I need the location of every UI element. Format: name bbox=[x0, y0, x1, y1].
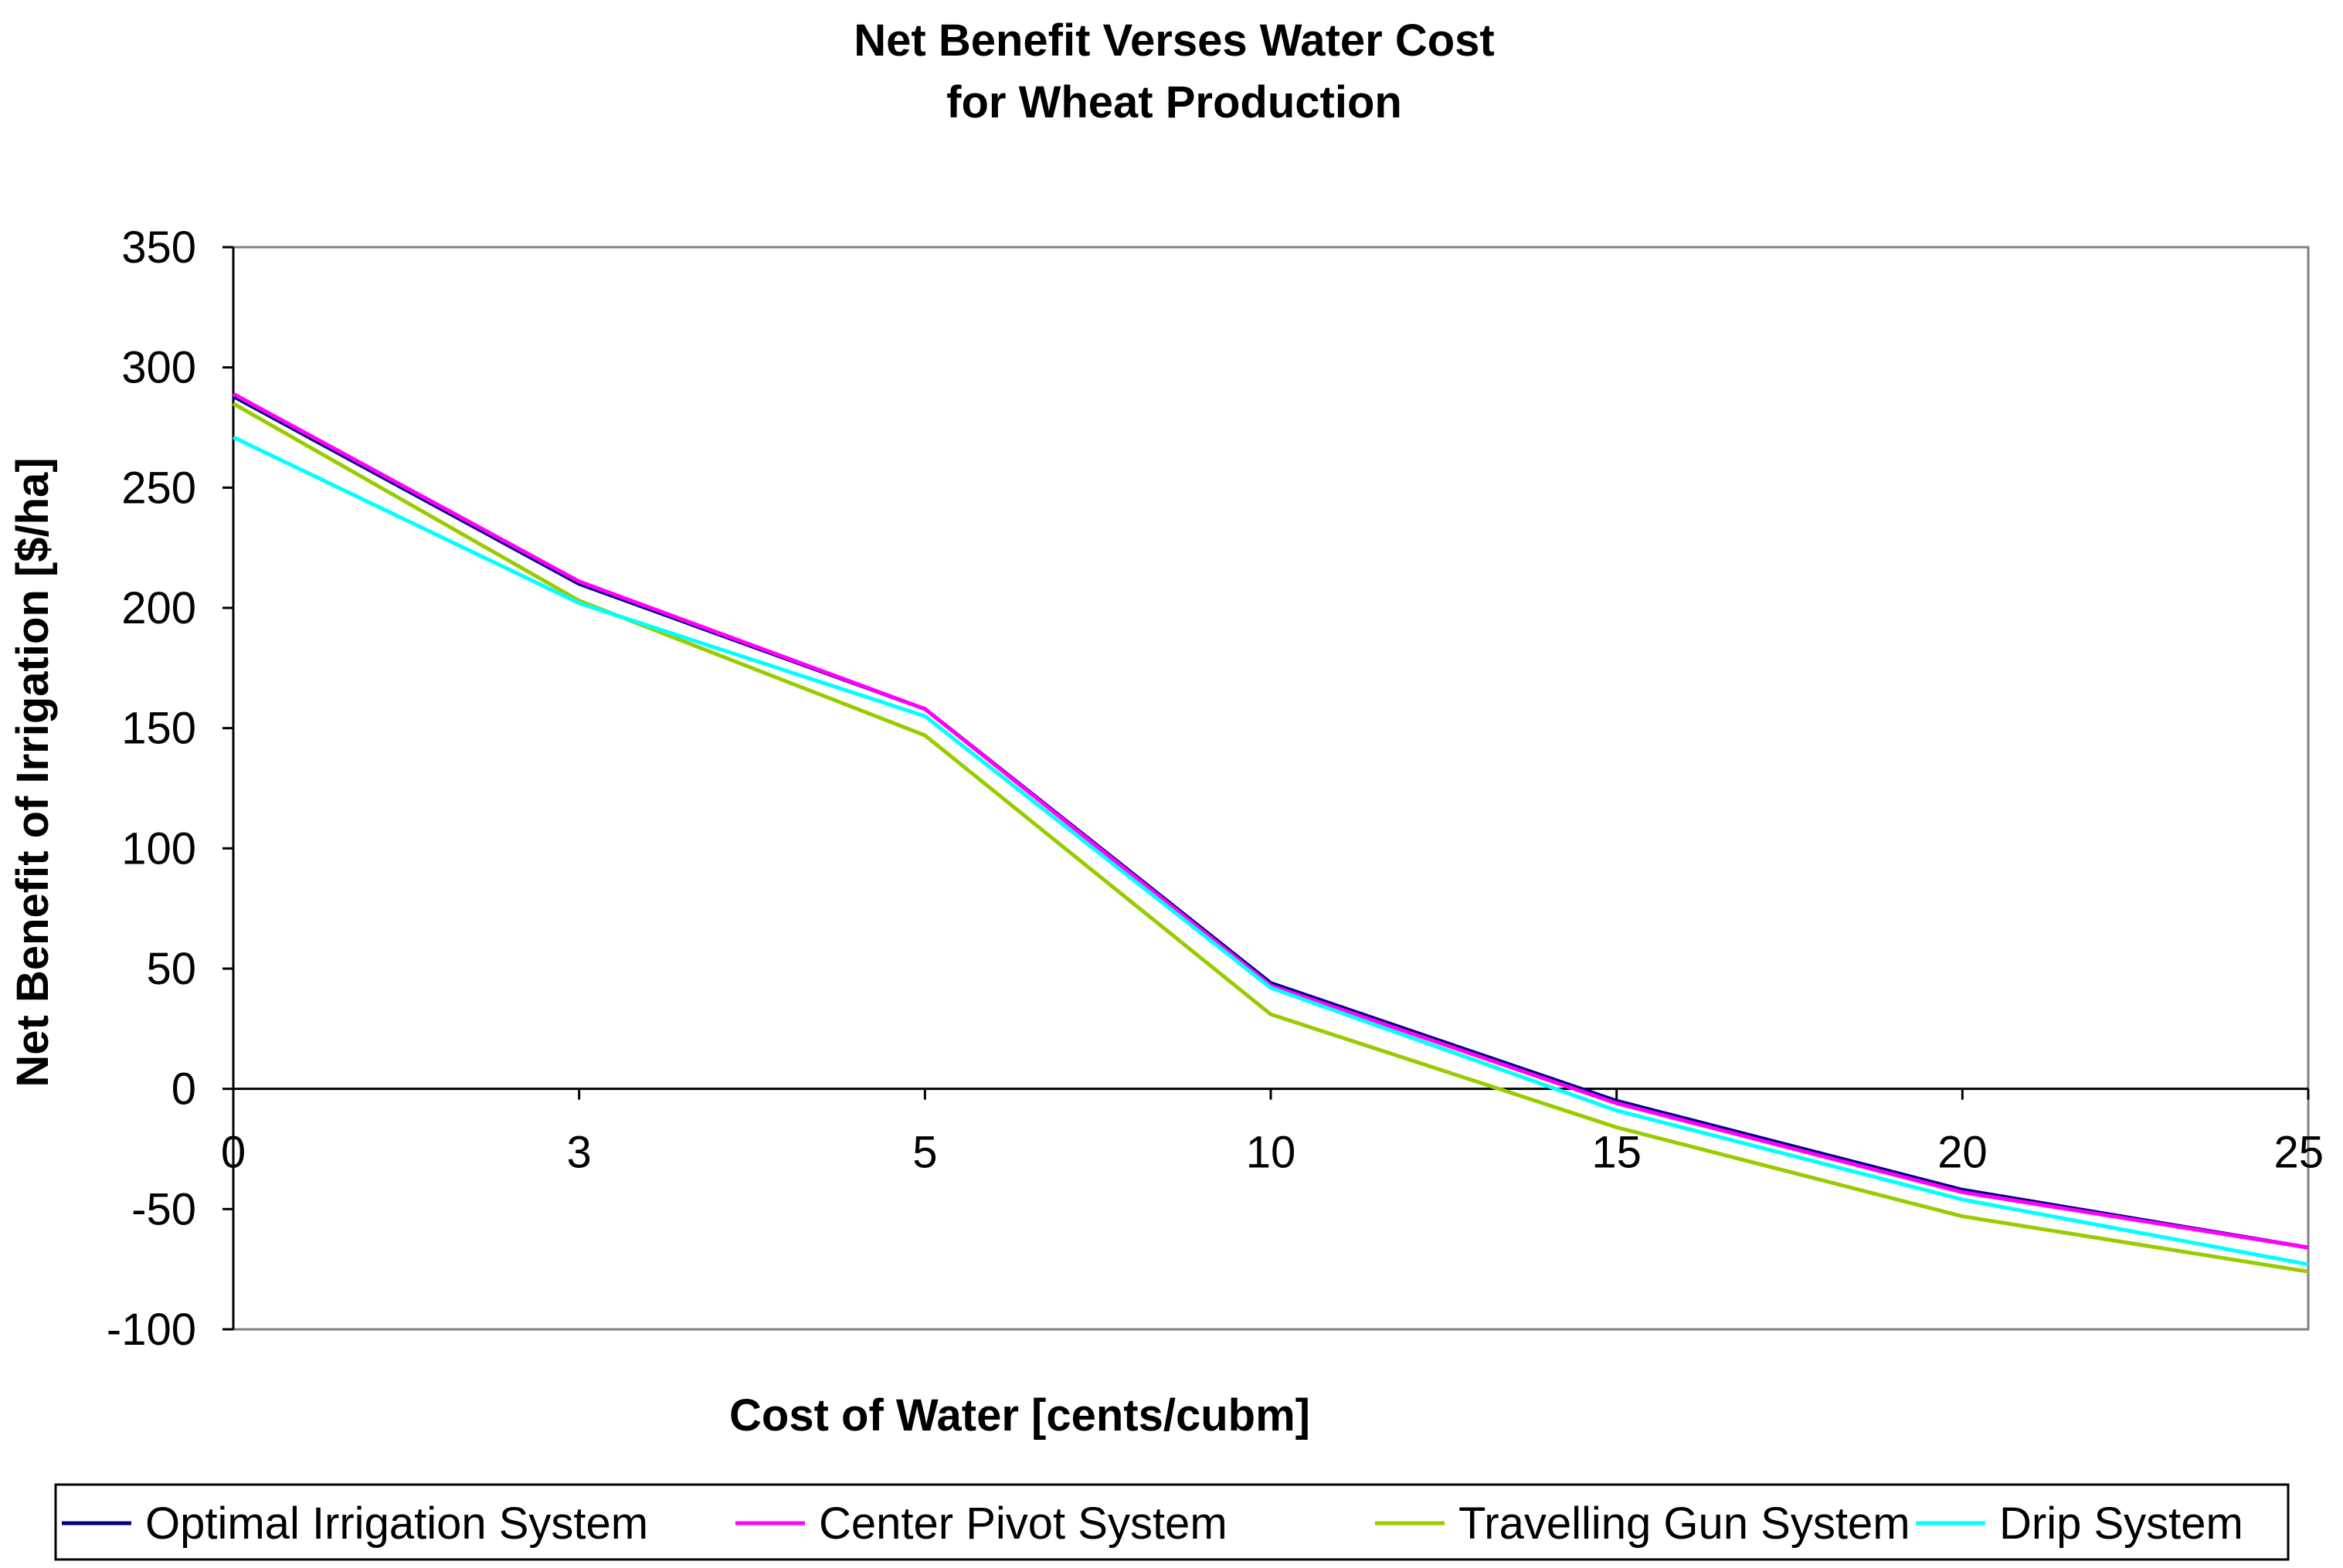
y-tick-label: 150 bbox=[121, 704, 196, 754]
y-tick-label: 250 bbox=[121, 463, 196, 513]
series-lines bbox=[232, 392, 2309, 1274]
series-line-drip-system bbox=[232, 435, 2309, 1267]
x-tick-label: 3 bbox=[567, 1128, 592, 1178]
x-tick-label: 5 bbox=[912, 1128, 937, 1178]
legend: Optimal Irrigation System Center Pivot Sy… bbox=[54, 1483, 2290, 1561]
y-tick-label: -100 bbox=[107, 1305, 196, 1355]
x-axis: 0 3 5 10 15 20 25 bbox=[221, 1088, 2324, 1178]
legend-label: Optimal Irrigation System bbox=[145, 1498, 648, 1549]
y-tick-label: -50 bbox=[131, 1184, 196, 1234]
x-tick-label: 25 bbox=[2273, 1128, 2324, 1178]
legend-items: Optimal Irrigation System Center Pivot Sy… bbox=[62, 1498, 2243, 1549]
x-tick-label: 0 bbox=[221, 1128, 246, 1178]
y-tick-label: 350 bbox=[121, 222, 196, 273]
y-tick-label: 50 bbox=[146, 944, 196, 994]
legend-label: Travelling Gun System bbox=[1458, 1498, 1910, 1549]
x-tick-label: 10 bbox=[1246, 1128, 1296, 1178]
y-tick-label: 300 bbox=[121, 343, 196, 393]
y-tick-label: 200 bbox=[121, 583, 196, 633]
chart-title-line-2: for Wheat Production bbox=[946, 77, 1402, 127]
x-axis-title: Cost of Water [cents/cubm] bbox=[729, 1390, 1310, 1441]
chart-title-line-1: Net Benefit Verses Water Cost bbox=[854, 15, 1494, 66]
y-tick-label: 100 bbox=[121, 823, 196, 874]
y-axis: 350 300 250 200 150 100 50 0 -50 -100 bbox=[107, 222, 235, 1355]
y-axis-title: Net Benefit of Irrigation [$/ha] bbox=[8, 457, 58, 1087]
legend-label: Center Pivot System bbox=[819, 1498, 1228, 1549]
series-line-optimal-irrigation-system bbox=[232, 394, 2309, 1250]
legend-label: Drip System bbox=[1999, 1498, 2243, 1549]
chart-title: Net Benefit Verses Water Cost for Wheat … bbox=[854, 15, 1494, 127]
x-tick-label: 20 bbox=[1937, 1128, 1988, 1178]
series-line-center-pivot-system bbox=[232, 392, 2309, 1250]
y-tick-label: 0 bbox=[171, 1064, 196, 1115]
x-tick-label: 15 bbox=[1591, 1128, 1642, 1178]
series-line-travelling-gun-system bbox=[232, 402, 2309, 1274]
